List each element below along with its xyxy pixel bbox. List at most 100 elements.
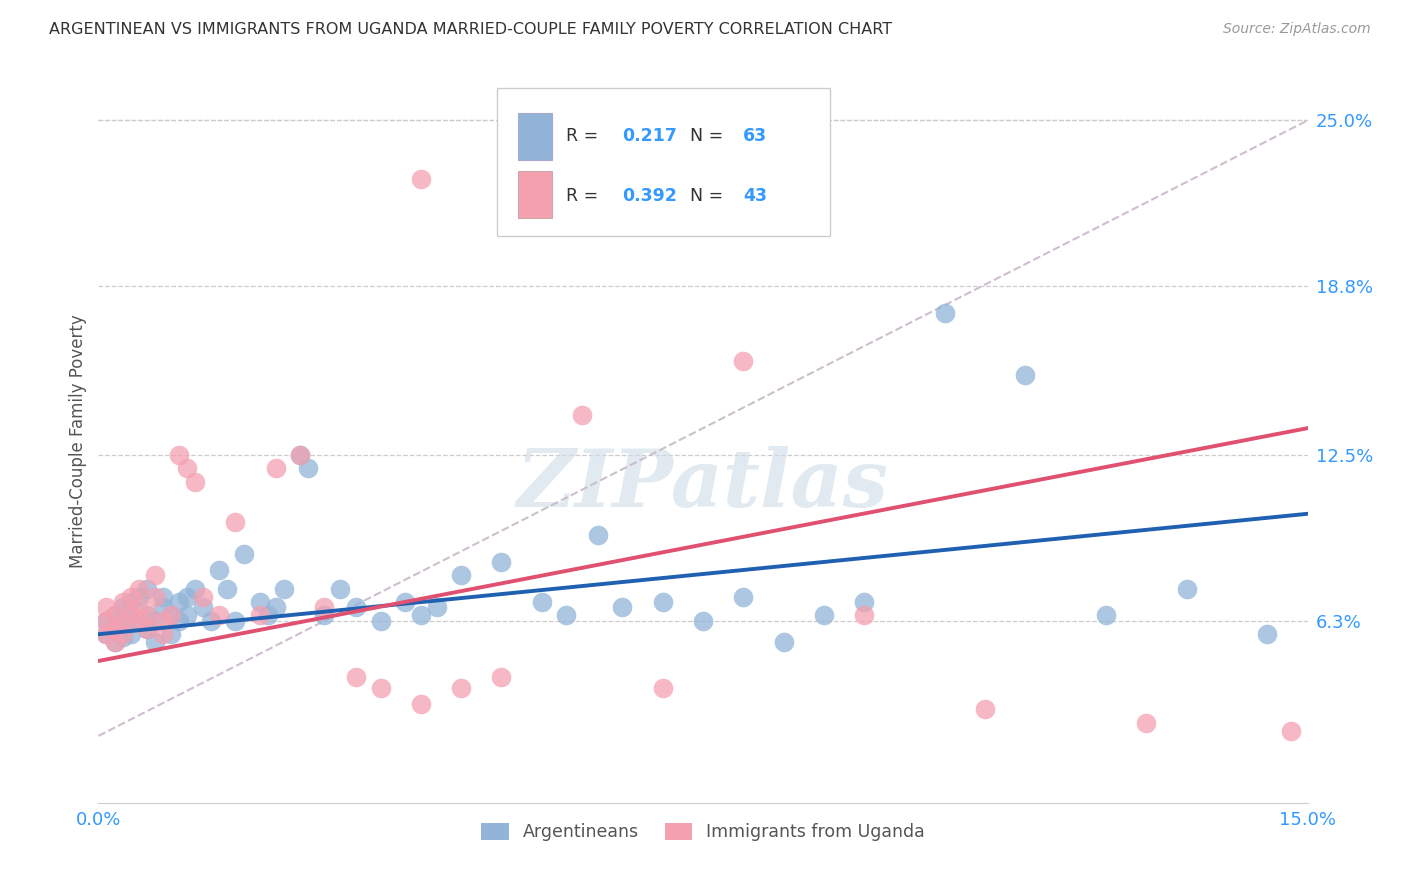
Point bbox=[273, 582, 295, 596]
Text: 0.217: 0.217 bbox=[621, 127, 676, 145]
Point bbox=[370, 614, 392, 628]
Point bbox=[491, 670, 513, 684]
Point bbox=[120, 595, 142, 609]
Text: 43: 43 bbox=[742, 187, 766, 205]
Point bbox=[409, 697, 432, 711]
Point bbox=[426, 600, 449, 615]
Text: 0.392: 0.392 bbox=[621, 187, 676, 205]
Point bbox=[176, 608, 198, 623]
Point bbox=[111, 600, 134, 615]
Point bbox=[772, 635, 794, 649]
Point bbox=[394, 595, 416, 609]
Point bbox=[256, 608, 278, 623]
Point bbox=[128, 582, 150, 596]
Point bbox=[111, 614, 134, 628]
Point bbox=[651, 681, 673, 695]
Point bbox=[193, 600, 215, 615]
Point bbox=[314, 600, 336, 615]
Point bbox=[344, 670, 367, 684]
Point bbox=[200, 614, 222, 628]
Point bbox=[813, 608, 835, 623]
Point bbox=[409, 172, 432, 186]
Point bbox=[143, 635, 166, 649]
Point bbox=[103, 622, 125, 636]
Point bbox=[934, 306, 956, 320]
Text: 63: 63 bbox=[742, 127, 768, 145]
Point bbox=[120, 608, 142, 623]
Point bbox=[128, 590, 150, 604]
Point bbox=[103, 608, 125, 623]
Legend: Argentineans, Immigrants from Uganda: Argentineans, Immigrants from Uganda bbox=[474, 816, 932, 848]
Point bbox=[111, 614, 134, 628]
Point bbox=[612, 600, 634, 615]
Point bbox=[143, 568, 166, 582]
Point bbox=[288, 448, 311, 462]
Point bbox=[853, 608, 876, 623]
Point bbox=[176, 590, 198, 604]
Point bbox=[314, 608, 336, 623]
Y-axis label: Married-Couple Family Poverty: Married-Couple Family Poverty bbox=[69, 315, 87, 568]
Point bbox=[152, 590, 174, 604]
Point bbox=[409, 608, 432, 623]
Point bbox=[733, 354, 755, 368]
Point bbox=[208, 608, 231, 623]
Point bbox=[103, 635, 125, 649]
Point bbox=[329, 582, 352, 596]
Text: ZIPatlas: ZIPatlas bbox=[517, 446, 889, 524]
Point bbox=[450, 568, 472, 582]
Point bbox=[160, 608, 183, 623]
Point bbox=[1014, 368, 1036, 382]
Point bbox=[111, 595, 134, 609]
Point bbox=[224, 614, 246, 628]
Point bbox=[120, 590, 142, 604]
Point bbox=[96, 614, 118, 628]
Point bbox=[1256, 627, 1278, 641]
Point bbox=[1135, 715, 1157, 730]
Point bbox=[974, 702, 997, 716]
Text: N =: N = bbox=[679, 187, 728, 205]
Point bbox=[853, 595, 876, 609]
Point bbox=[128, 614, 150, 628]
Point bbox=[103, 608, 125, 623]
Text: R =: R = bbox=[567, 187, 605, 205]
Point bbox=[224, 515, 246, 529]
Point bbox=[135, 622, 157, 636]
Point bbox=[184, 475, 207, 489]
FancyBboxPatch shape bbox=[517, 170, 553, 218]
Point bbox=[344, 600, 367, 615]
Point bbox=[96, 614, 118, 628]
Point bbox=[651, 595, 673, 609]
Point bbox=[160, 608, 183, 623]
Point bbox=[103, 622, 125, 636]
Point bbox=[491, 555, 513, 569]
Point bbox=[143, 590, 166, 604]
Text: R =: R = bbox=[567, 127, 605, 145]
Point bbox=[450, 681, 472, 695]
Point bbox=[111, 627, 134, 641]
Point bbox=[555, 608, 578, 623]
Point bbox=[96, 600, 118, 615]
Point bbox=[152, 600, 174, 615]
Point bbox=[733, 590, 755, 604]
Point bbox=[288, 448, 311, 462]
Point bbox=[160, 627, 183, 641]
Point bbox=[120, 608, 142, 623]
Point bbox=[193, 590, 215, 604]
FancyBboxPatch shape bbox=[498, 87, 830, 235]
Point bbox=[571, 408, 593, 422]
Point bbox=[135, 608, 157, 623]
Point bbox=[249, 595, 271, 609]
Point bbox=[96, 627, 118, 641]
Point bbox=[692, 614, 714, 628]
Point bbox=[120, 627, 142, 641]
Point bbox=[128, 614, 150, 628]
Point bbox=[111, 630, 134, 644]
Point bbox=[370, 681, 392, 695]
Point bbox=[1281, 723, 1303, 738]
Point bbox=[530, 595, 553, 609]
Text: Source: ZipAtlas.com: Source: ZipAtlas.com bbox=[1223, 22, 1371, 37]
Point bbox=[167, 595, 190, 609]
Point bbox=[217, 582, 239, 596]
Point bbox=[297, 461, 319, 475]
Point bbox=[232, 547, 254, 561]
